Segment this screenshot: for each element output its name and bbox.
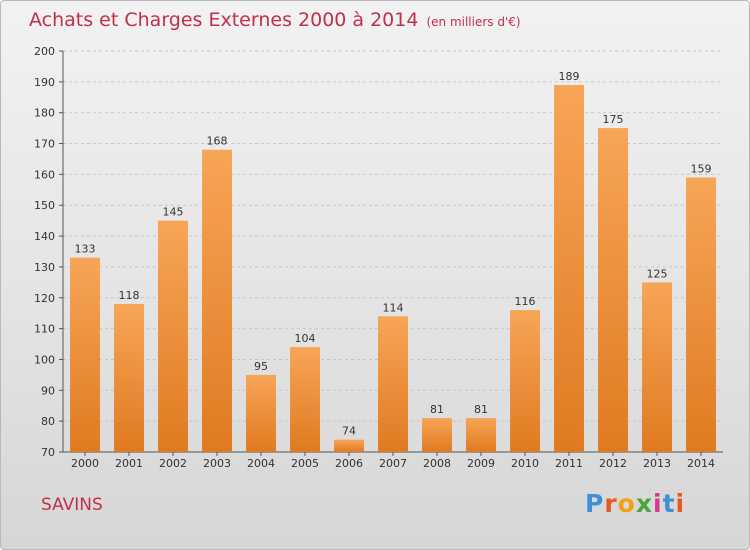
bar-value-label: 116 xyxy=(515,295,536,308)
x-tick-label: 2011 xyxy=(555,457,583,470)
x-tick-label: 2014 xyxy=(687,457,715,470)
bar-value-label: 81 xyxy=(474,403,488,416)
x-tick-label: 2010 xyxy=(511,457,539,470)
y-tick-label: 80 xyxy=(41,415,55,428)
x-tick-label: 2001 xyxy=(115,457,143,470)
x-tick-label: 2000 xyxy=(71,457,99,470)
x-tick-label: 2008 xyxy=(423,457,451,470)
bar xyxy=(422,418,452,452)
x-tick-label: 2004 xyxy=(247,457,275,470)
x-tick-label: 2005 xyxy=(291,457,319,470)
bar xyxy=(598,128,628,452)
commune-name: SAVINS xyxy=(41,495,103,515)
bar xyxy=(510,310,540,452)
chart-title: Achats et Charges Externes 2000 à 2014 (e… xyxy=(29,9,521,31)
proxiti-logo[interactable]: Proxiti xyxy=(585,489,685,518)
y-tick-label: 190 xyxy=(34,76,55,89)
labels: 133 118 145 168 95 104 74 114 81 81 116 189 175 125 15… xyxy=(75,70,712,438)
x-tick-label: 2007 xyxy=(379,457,407,470)
bar-value-label: 118 xyxy=(119,289,140,302)
chart-subtitle: (en milliers d'€) xyxy=(426,15,521,29)
bar-value-label: 74 xyxy=(342,425,356,438)
bar xyxy=(202,149,232,452)
bar-value-label: 145 xyxy=(163,206,184,219)
bar xyxy=(686,177,716,452)
bar-value-label: 159 xyxy=(691,162,712,175)
y-tick-label: 70 xyxy=(41,446,55,459)
x-tick-label: 2009 xyxy=(467,457,495,470)
bar xyxy=(642,282,672,452)
bar-value-label: 168 xyxy=(207,135,228,148)
y-tick-label: 200 xyxy=(34,45,55,58)
bar-value-label: 104 xyxy=(295,332,316,345)
y-tick-label: 150 xyxy=(34,199,55,212)
logo-letter: i xyxy=(675,489,686,518)
bar xyxy=(246,374,276,452)
logo-letter: P xyxy=(585,489,605,518)
bar-value-label: 95 xyxy=(254,360,268,373)
bar xyxy=(158,220,188,452)
bar-value-label: 175 xyxy=(603,113,624,126)
x-tick-label: 2003 xyxy=(203,457,231,470)
bar xyxy=(466,418,496,452)
logo-letter: r xyxy=(604,489,618,518)
logo-letter: o xyxy=(617,489,636,518)
bar-value-label: 189 xyxy=(559,70,580,83)
chart-title-text: Achats et Charges Externes 2000 à 2014 xyxy=(29,9,419,31)
y-tick-label: 180 xyxy=(34,107,55,120)
bar xyxy=(378,316,408,452)
bar xyxy=(114,303,144,452)
y-tick-label: 100 xyxy=(34,353,55,366)
y-tick-label: 160 xyxy=(34,168,55,181)
bar-value-label: 114 xyxy=(383,301,404,314)
bar xyxy=(70,257,100,452)
bar xyxy=(554,84,584,452)
y-tick-label: 170 xyxy=(34,138,55,151)
x-tick-label: 2012 xyxy=(599,457,627,470)
bar-value-label: 81 xyxy=(430,403,444,416)
x-tick-label: 2006 xyxy=(335,457,363,470)
y-tick-label: 110 xyxy=(34,323,55,336)
bar-value-label: 133 xyxy=(75,243,96,256)
axes: 7080901001101201301401501601701801902002… xyxy=(34,45,723,470)
logo-letter: i xyxy=(653,489,663,518)
logo-letter: x xyxy=(635,489,653,518)
bar xyxy=(290,347,320,452)
x-tick-label: 2013 xyxy=(643,457,671,470)
y-tick-label: 130 xyxy=(34,261,55,274)
y-tick-label: 120 xyxy=(34,292,55,305)
bars xyxy=(70,84,716,452)
x-tick-label: 2002 xyxy=(159,457,187,470)
y-tick-label: 140 xyxy=(34,230,55,243)
logo-letter: t xyxy=(662,489,676,518)
bar-value-label: 125 xyxy=(647,267,668,280)
bar xyxy=(334,439,364,452)
y-tick-label: 90 xyxy=(41,384,55,397)
